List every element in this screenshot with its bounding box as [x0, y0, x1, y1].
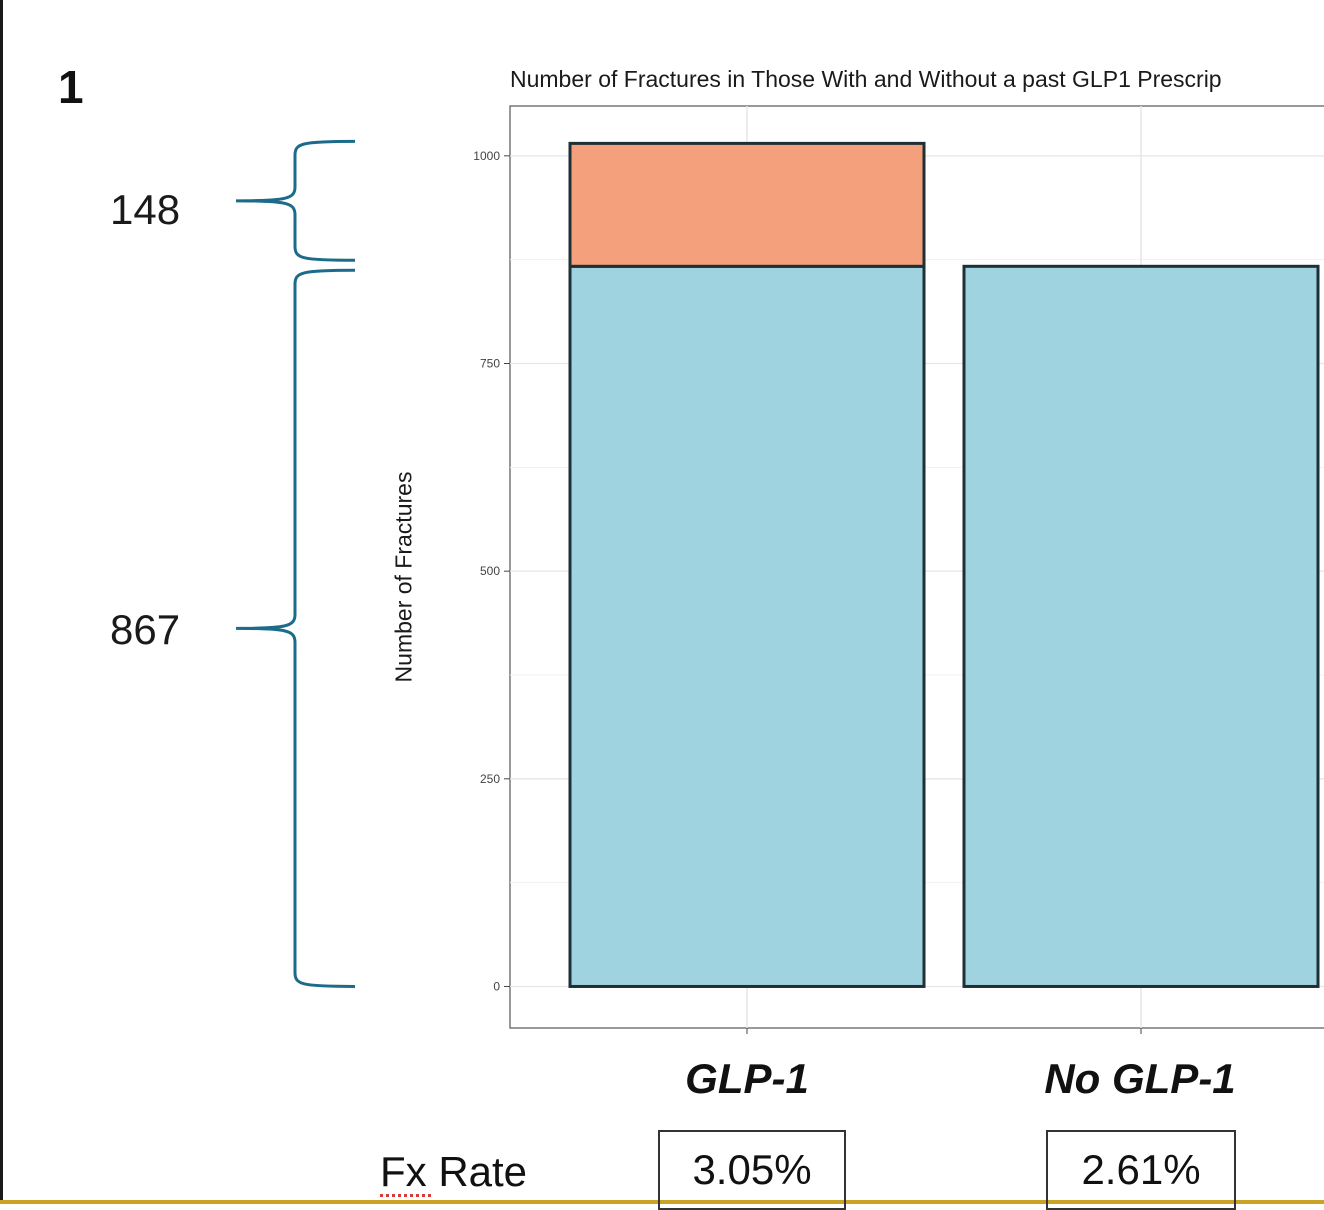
spellcheck-underline: [380, 1194, 432, 1197]
panel-label: 1: [58, 61, 84, 113]
y-tick-label: 250: [480, 772, 500, 786]
chart-title: Number of Fractures in Those With and Wi…: [510, 66, 1222, 92]
brace-bottom: [235, 268, 356, 988]
brace-label-bottom: 867: [110, 606, 181, 653]
y-tick-label: 500: [480, 564, 500, 578]
bar-no-glp1-segment-0: [962, 264, 1320, 988]
fx-rate-no-glp1: 2.61%: [1046, 1130, 1236, 1210]
bar-glp1-segment-0: [568, 264, 926, 988]
frame-bottom-border: [0, 1200, 1324, 1204]
fx-rate-glp1: 3.05%: [658, 1130, 846, 1210]
y-tick-label: 750: [480, 356, 500, 370]
category-label-glp1: GLP-1: [685, 1055, 809, 1102]
y-tick-label: 1000: [473, 149, 500, 163]
bar-glp1-segment-1: [568, 141, 926, 268]
category-label-no-glp1: No GLP-1: [1044, 1055, 1236, 1102]
brace-label-top: 148: [110, 186, 181, 233]
brace-top: [235, 139, 356, 262]
y-tick-label: 0: [493, 979, 500, 993]
fx-rate-label: Fx Rate: [380, 1148, 528, 1195]
